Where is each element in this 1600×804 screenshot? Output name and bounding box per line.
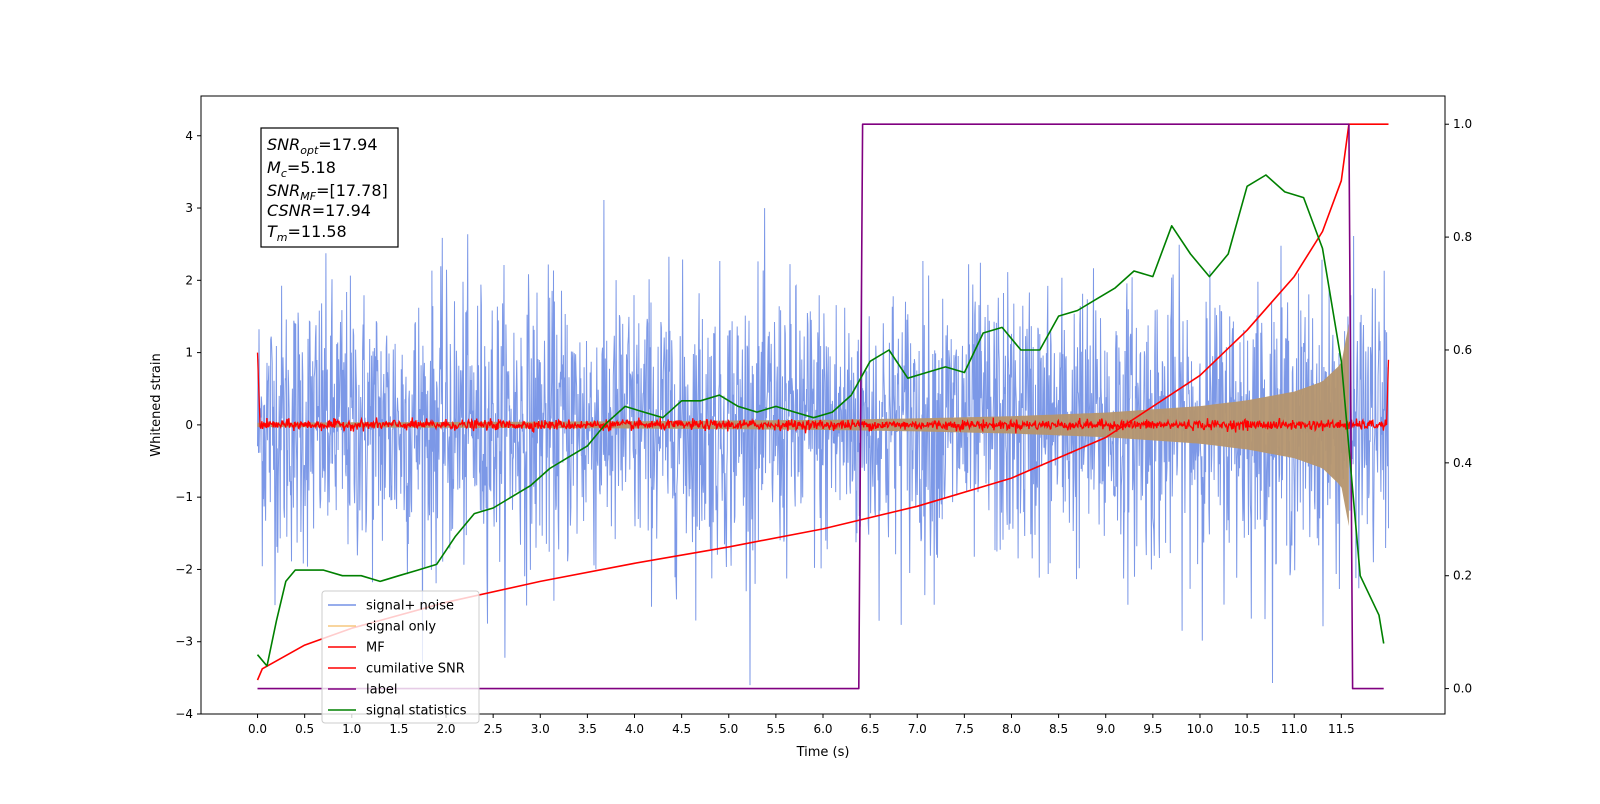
info-box: SNRopt=17.94 Mc=5.18 SNRMF=[17.78] CSNR=…: [260, 127, 399, 248]
series-mf-line: [256, 352, 1390, 434]
info-snr-opt: SNRopt=17.94: [267, 135, 378, 157]
info-mc: Mc=5.18: [267, 158, 336, 180]
legend-label: signal statistics: [366, 704, 467, 719]
y-left-tick-label: 4: [185, 129, 193, 143]
series-signal-statistics-line: [256, 174, 1385, 667]
x-tick-label: 11.5: [1328, 722, 1355, 736]
y-left-tick-label: −2: [175, 562, 193, 576]
x-tick-label: 1.0: [342, 722, 361, 736]
x-tick-label: 3.0: [531, 722, 550, 736]
x-tick-label: 2.0: [436, 722, 455, 736]
y-left-tick-label: −1: [175, 490, 193, 504]
y-left-tick-label: 3: [185, 201, 193, 215]
x-tick-label: 4.5: [672, 722, 691, 736]
info-snr-mf: SNRMF=[17.78]: [267, 181, 388, 203]
legend-label: label: [366, 683, 397, 698]
legend-label: signal only: [366, 620, 436, 635]
series-signal-noise-line: [257, 199, 1389, 686]
y-right-tick-label: 0.0: [1453, 682, 1472, 696]
x-tick-label: 3.5: [578, 722, 597, 736]
y-right-tick-label: 0.2: [1453, 569, 1472, 583]
y-right-tick-label: 0.4: [1453, 456, 1472, 470]
x-tick-label: 4.0: [625, 722, 644, 736]
x-axis-label: Time (s): [796, 745, 850, 760]
legend: signal+ noise signal only MF cumilative SNR…: [321, 590, 480, 724]
x-tick-label: 11.0: [1281, 722, 1308, 736]
x-tick-label: 6.5: [861, 722, 880, 736]
legend-label: MF: [366, 641, 385, 656]
x-tick-label: 0.0: [248, 722, 267, 736]
x-tick-label: 8.0: [1002, 722, 1021, 736]
x-tick-label: 7.5: [955, 722, 974, 736]
y-axis-label: Whitened strain: [149, 353, 164, 456]
x-tick-label: 1.5: [389, 722, 408, 736]
x-tick-label: 10.0: [1187, 722, 1214, 736]
y-left-tick-label: −3: [175, 635, 193, 649]
x-tick-label: 8.5: [1049, 722, 1068, 736]
info-tm: Tm=11.58: [267, 222, 347, 244]
y-left-tick-label: −4: [175, 707, 193, 721]
legend-frame: [321, 590, 480, 724]
info-box-frame: [260, 127, 399, 248]
y-left-tick-label: 1: [185, 346, 193, 360]
y-left-tick-label: 2: [185, 273, 193, 287]
y-right-tick-label: 0.8: [1453, 230, 1472, 244]
x-tick-label: 10.5: [1234, 722, 1261, 736]
y-left-tick-label: 0: [185, 418, 193, 432]
y-right-tick-label: 1.0: [1453, 117, 1472, 131]
x-tick-label: 0.5: [295, 722, 314, 736]
x-tick-label: 6.0: [813, 722, 832, 736]
series-label-line: [257, 123, 1384, 690]
x-tick-label: 2.5: [484, 722, 503, 736]
x-tick-label: 9.0: [1096, 722, 1115, 736]
x-tick-label: 5.5: [766, 722, 785, 736]
legend-label: signal+ noise: [366, 599, 454, 614]
legend-label: cumilative SNR: [366, 662, 465, 677]
info-csnr: CSNR=17.94: [267, 201, 371, 220]
x-tick-label: 9.5: [1143, 722, 1162, 736]
y-right-tick-label: 0.6: [1453, 343, 1472, 357]
x-tick-label: 5.0: [719, 722, 738, 736]
x-tick-label: 7.0: [908, 722, 927, 736]
